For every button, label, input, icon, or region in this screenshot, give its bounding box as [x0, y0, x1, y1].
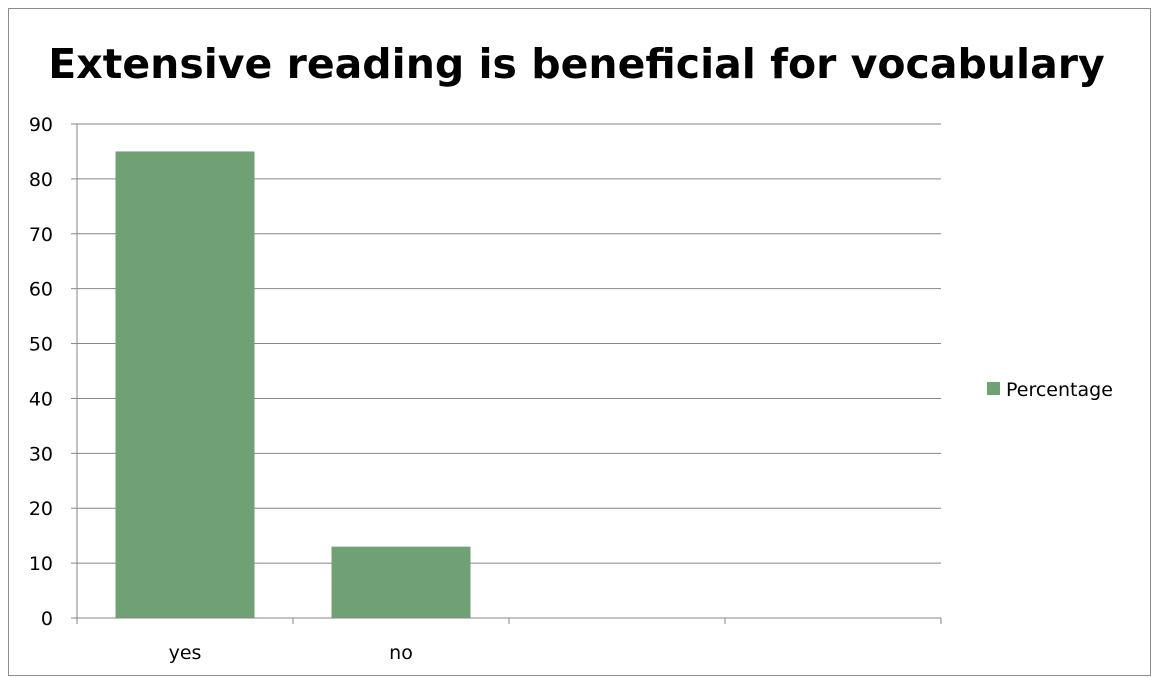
y-tick-label-90: 90 — [29, 114, 53, 136]
y-tick-label-40: 40 — [29, 388, 53, 410]
legend-swatch — [987, 382, 1000, 395]
y-tick-label-60: 60 — [29, 279, 53, 301]
y-tick-label-20: 20 — [29, 498, 53, 520]
y-tick-label-10: 10 — [29, 553, 53, 575]
y-tick-label-80: 80 — [29, 169, 53, 191]
bar-yes — [115, 151, 255, 618]
x-tick-label-yes: yes — [169, 642, 202, 664]
bar-no — [331, 546, 471, 618]
chart-title: Extensive reading is beneficial for voca… — [48, 40, 1105, 88]
y-tick-label-30: 30 — [29, 443, 53, 465]
legend-label: Percentage — [1006, 379, 1113, 401]
y-tick-label-70: 70 — [29, 224, 53, 246]
y-tick-label-50: 50 — [29, 334, 53, 356]
y-tick-label-0: 0 — [41, 608, 53, 630]
x-tick-label-no: no — [389, 642, 413, 664]
